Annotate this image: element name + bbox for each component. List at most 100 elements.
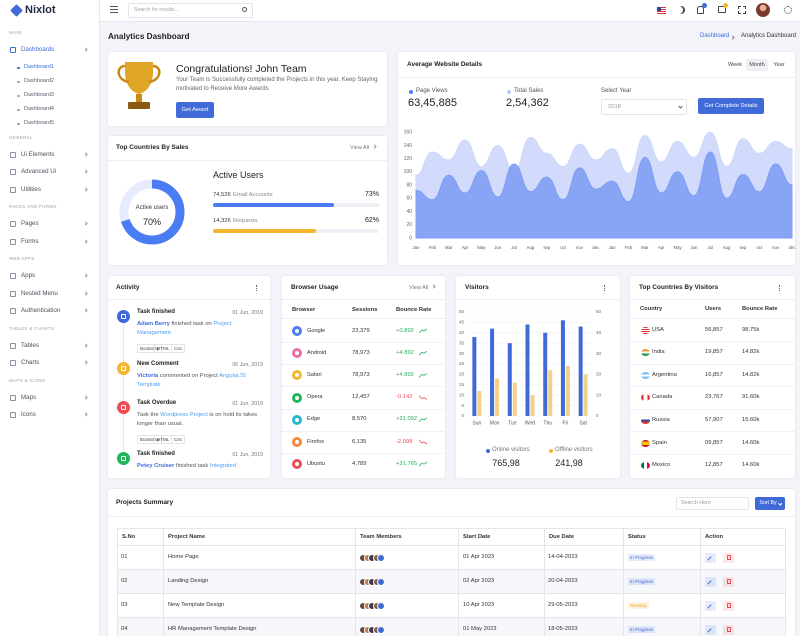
team-avatar [377, 601, 385, 610]
select-value: 2018 [608, 103, 621, 110]
delete-glyph [726, 627, 731, 632]
hamburger-line[interactable] [110, 6, 118, 7]
kebab-menu[interactable] [256, 285, 258, 291]
trophy-base [128, 102, 150, 109]
settings-icon[interactable] [784, 6, 792, 14]
legend-dot [549, 449, 553, 453]
kebab-menu[interactable] [604, 285, 606, 291]
section-label: MAIN [9, 30, 22, 36]
row-divider [630, 386, 795, 388]
row-divider [282, 386, 445, 388]
menu-item[interactable]: Nested Menu [21, 289, 58, 297]
browser-icon-inner [295, 351, 299, 356]
link[interactable]: Adam Berry [137, 321, 170, 327]
progress-fill [213, 229, 316, 233]
submenu-item[interactable]: Dashboard2 [24, 78, 54, 85]
delete-button[interactable] [723, 624, 734, 635]
link[interactable]: Integrated [209, 463, 236, 469]
section-label: MAPS & ICONS [9, 377, 46, 383]
link[interactable]: AngularJS Template [137, 373, 246, 388]
fullscreen-icon[interactable] [738, 6, 746, 14]
y-tick-label: 20 [459, 372, 465, 377]
row-divider [630, 431, 795, 433]
menu-item[interactable]: Dashboards [21, 46, 55, 54]
menu-item[interactable]: Icons [21, 411, 36, 419]
menu-item[interactable]: Ui Elements [21, 150, 55, 158]
tab[interactable]: Year [773, 61, 785, 68]
link[interactable]: Project Management [137, 321, 232, 336]
flag-icon[interactable] [657, 7, 666, 14]
donut-value: 70% [142, 216, 162, 227]
legend-total: 241,98 [555, 457, 583, 468]
menu-item[interactable]: Advanced Ui [21, 168, 57, 176]
menu-item[interactable]: Forms [21, 237, 39, 245]
x-tick-label: sep [739, 245, 747, 250]
bar [543, 332, 548, 416]
flag [641, 371, 650, 379]
hamburger-line[interactable] [110, 12, 118, 13]
status-badge: Pending [628, 601, 649, 610]
bar [578, 326, 583, 416]
delete-button[interactable] [723, 576, 734, 587]
submenu-dot [17, 108, 20, 111]
hamburger-line[interactable] [110, 9, 118, 10]
tag: Css [171, 344, 185, 354]
link[interactable]: Victoria [137, 373, 159, 379]
button-label: Get Award [181, 106, 209, 113]
complete-details-button[interactable] [698, 98, 764, 114]
column-header: Start Date [463, 533, 491, 540]
menu-item[interactable]: Authentication [21, 307, 61, 315]
serial-number: 02 [121, 578, 128, 585]
delete-button[interactable] [723, 600, 734, 611]
notification-icon[interactable] [697, 6, 704, 14]
submenu-item[interactable]: Dashboard1 [24, 64, 54, 71]
year-select[interactable] [601, 99, 687, 115]
x-tick-label: Jan [413, 245, 421, 250]
link[interactable]: Wordpress Project [160, 412, 208, 418]
tab[interactable]: Month [749, 61, 765, 68]
tab[interactable]: Week [728, 61, 742, 68]
menu-item[interactable]: Apps [21, 272, 36, 280]
card-divider [108, 516, 795, 517]
menu-item[interactable]: Utilities [21, 185, 41, 193]
search-placeholder: Search Here [681, 500, 711, 507]
column-header: Due Date [549, 533, 575, 540]
stat-value: 2,54,362 [506, 97, 549, 110]
table-vline [623, 528, 624, 636]
search-box[interactable] [128, 3, 253, 18]
menu-item[interactable]: Charts [21, 359, 40, 367]
delete-button[interactable] [723, 552, 734, 563]
sessions: 4,789 [352, 460, 367, 467]
table-vline [163, 528, 164, 636]
link[interactable]: Petey Cruiser [137, 463, 175, 469]
bounce-rate: +31.765 [396, 460, 418, 467]
menu-item[interactable]: Tables [21, 341, 39, 349]
menu-item[interactable]: Maps [21, 393, 37, 401]
submenu-item[interactable]: Dashboard4 [24, 106, 54, 113]
view-all[interactable]: View All [350, 144, 370, 151]
trend-arrow [418, 328, 428, 334]
sort-button[interactable] [755, 497, 785, 510]
bar [565, 366, 570, 416]
serial-number: 04 [121, 626, 128, 633]
get-award-button[interactable] [176, 102, 214, 118]
cart-icon[interactable] [718, 6, 726, 13]
x-tick-label: Jun [494, 245, 502, 250]
stat-label: Email Accounts [233, 191, 273, 198]
avatar[interactable] [756, 3, 770, 17]
bounce-rate: 14.60k [742, 439, 760, 446]
project-search[interactable] [676, 497, 749, 510]
submenu-item[interactable]: Dashboard5 [24, 120, 54, 127]
country-name: Canada [652, 394, 673, 401]
status-badge: In Progress [628, 625, 656, 634]
kebab-menu[interactable] [779, 285, 781, 291]
team-avatar [377, 553, 385, 562]
x-tick-label: Jul [511, 245, 517, 250]
y2-tick-label: 50 [596, 309, 602, 314]
sessions: 23,379 [352, 327, 370, 334]
menu-item[interactable]: Pages [21, 220, 39, 228]
breadcrumb-link[interactable]: Dashboard [700, 33, 730, 40]
browser-name: Edge [307, 416, 321, 423]
submenu-item[interactable]: Dashboard3 [24, 92, 54, 99]
view-all[interactable]: View All [409, 284, 429, 291]
